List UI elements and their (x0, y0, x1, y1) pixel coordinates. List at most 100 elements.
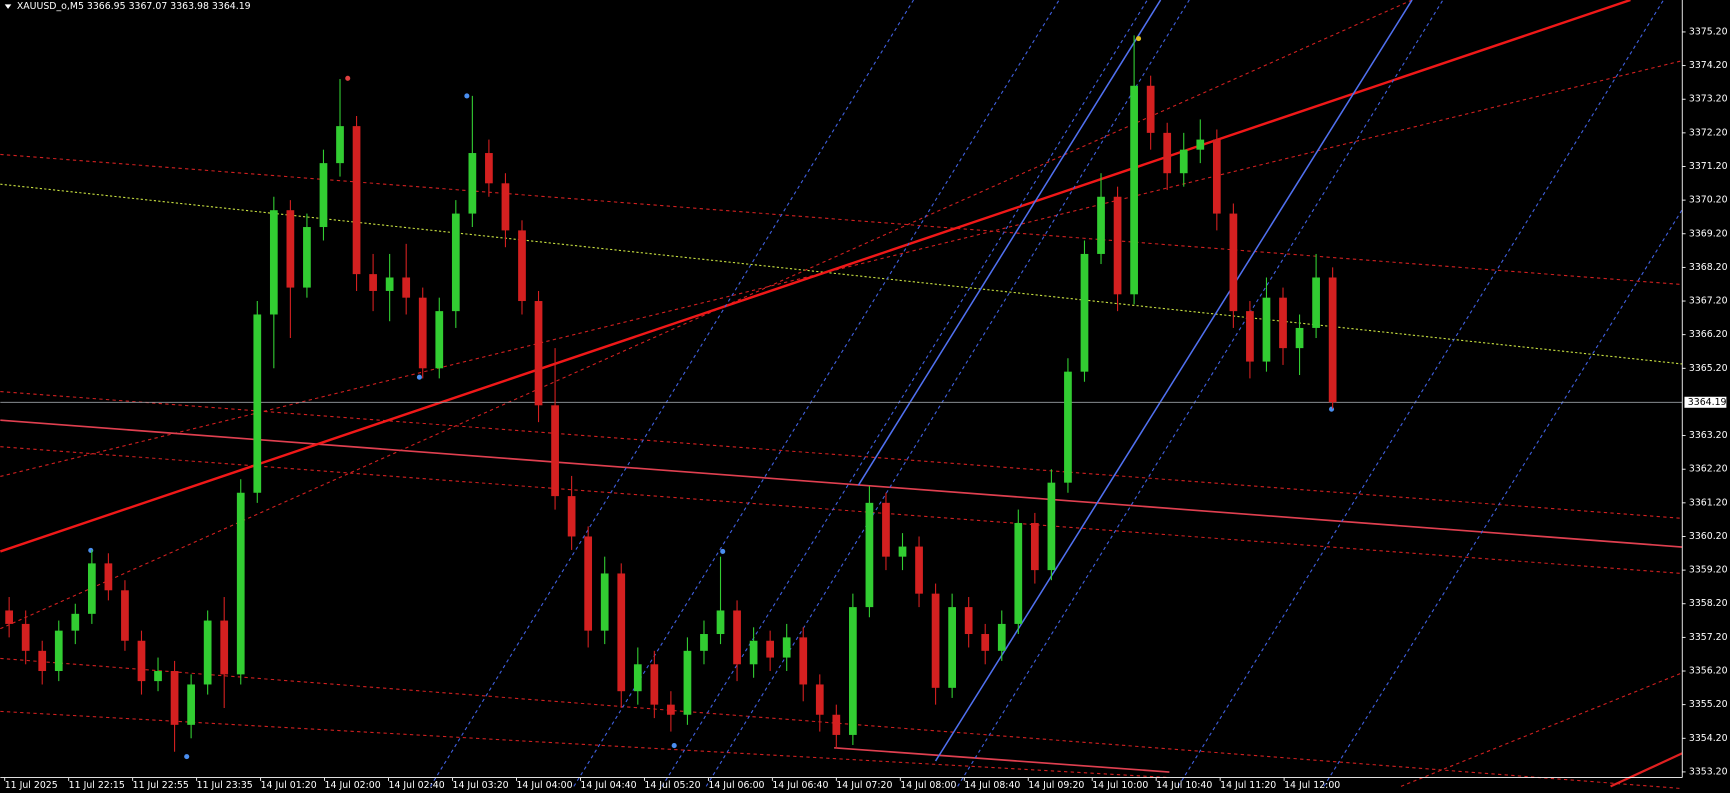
candle-body (286, 210, 295, 288)
candle-body (1196, 139, 1205, 150)
x-tick-label: 14 Jul 09:20 (1028, 780, 1084, 791)
x-tick-label: 14 Jul 12:00 (1284, 780, 1340, 791)
marker (720, 548, 726, 554)
trendline (834, 746, 1170, 773)
y-tick-label: 3370.20 (1689, 195, 1728, 206)
candle-body (898, 546, 907, 557)
candle-body (1328, 277, 1337, 403)
candle-body (1080, 253, 1089, 372)
candle-body (104, 563, 113, 591)
candle-body (220, 620, 229, 675)
candle-body (1047, 482, 1056, 571)
x-tick-label: 14 Jul 06:00 (708, 780, 764, 791)
candle-body (667, 704, 675, 715)
candle-body (766, 640, 775, 658)
trendline (0, 183, 1683, 365)
y-tick-label: 3372.20 (1689, 127, 1728, 138)
candle-body (1163, 132, 1172, 174)
candle-body (38, 650, 47, 672)
y-tick-label: 3360.20 (1689, 531, 1728, 542)
marker (345, 75, 351, 81)
y-tick-label: 3375.20 (1689, 26, 1728, 37)
channel-line (661, 0, 1148, 787)
marker (88, 547, 94, 553)
y-tick-label: 3369.20 (1689, 228, 1728, 239)
candle-body (1279, 297, 1287, 349)
trendline (1610, 752, 1683, 788)
trendline (0, 390, 1683, 519)
markers (88, 36, 1335, 760)
candle-body (253, 314, 262, 493)
marker (671, 743, 677, 749)
x-tick-label: 14 Jul 02:40 (389, 780, 445, 791)
y-tick-label: 3374.20 (1689, 60, 1728, 71)
x-tick-label: 14 Jul 06:40 (772, 780, 828, 791)
drawings (0, 0, 1683, 790)
candle-body (352, 126, 361, 275)
candle-body (71, 613, 80, 631)
candle-body (369, 274, 377, 291)
candle-body (303, 227, 311, 288)
candle-body (485, 153, 493, 184)
candle-body (1064, 371, 1072, 483)
trendline (0, 710, 1170, 779)
chart-title: XAUUSD_o,M5 3366.95 3367.07 3363.98 3364… (17, 1, 251, 12)
channel-line (429, 0, 914, 787)
candle-body (733, 610, 741, 665)
candle-body (683, 650, 692, 715)
x-tick-label: 11 Jul 2025 (5, 780, 58, 791)
candle-body (948, 607, 956, 688)
trendline (0, 0, 1413, 630)
candle-body (1295, 327, 1304, 349)
x-tick-label: 14 Jul 05:20 (644, 780, 700, 791)
candle-body (269, 210, 278, 315)
x-tick-label: 14 Jul 01:20 (261, 780, 317, 791)
candle-body (187, 684, 195, 725)
candle-body (1113, 196, 1122, 295)
candle-body (617, 573, 626, 692)
candle-body (451, 213, 460, 312)
candle-body (1097, 196, 1105, 254)
marker (1328, 406, 1335, 412)
candle-body (236, 492, 245, 675)
channel-line (957, 0, 1444, 787)
candle-body (1229, 213, 1238, 312)
candle-body (170, 671, 179, 725)
channel-line (857, 0, 1162, 486)
candle-body (997, 623, 1006, 651)
y-tick-label: 3368.20 (1689, 262, 1728, 273)
x-tick-label: 14 Jul 10:40 (1156, 780, 1212, 791)
trendline (0, 657, 1683, 790)
x-tick-label: 14 Jul 11:20 (1220, 780, 1276, 791)
trendline (1400, 672, 1683, 787)
candle-body (849, 607, 857, 735)
candle-body (964, 607, 973, 635)
candle-body (1130, 85, 1138, 295)
candle-body (1246, 311, 1254, 362)
menu-arrow[interactable] (4, 4, 12, 9)
candle-body (1312, 277, 1320, 328)
candle-body (518, 230, 526, 302)
candle-body (915, 546, 923, 594)
candle-body (749, 640, 758, 665)
y-tick-label: 3367.20 (1689, 296, 1728, 307)
candle-body (1146, 85, 1155, 133)
candle-body (1179, 149, 1188, 174)
channel-line (1177, 0, 1664, 787)
x-tick-label: 11 Jul 23:35 (197, 780, 253, 791)
candle-body (799, 637, 808, 685)
candle-body (137, 640, 146, 682)
candle-body (832, 714, 841, 735)
candle-body (815, 684, 824, 715)
candle-body (385, 277, 394, 291)
last-price-label: 3364.19 (1688, 397, 1727, 408)
channel-line (573, 0, 1060, 787)
candles (0, 35, 1683, 752)
y-tick-label: 3355.20 (1689, 699, 1728, 710)
candle-body (1030, 523, 1039, 571)
y-tick-label: 3362.20 (1689, 464, 1728, 475)
last-price-box (1684, 396, 1727, 408)
candle-body (716, 610, 725, 635)
trendline (0, 446, 1683, 575)
